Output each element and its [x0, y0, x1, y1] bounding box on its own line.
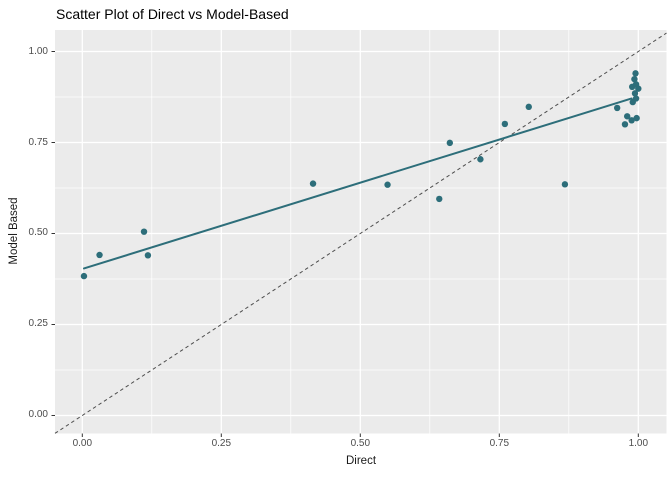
data-point — [628, 83, 636, 91]
plot-title: Scatter Plot of Direct vs Model-Based — [56, 6, 289, 22]
data-point — [525, 103, 532, 111]
identity-dashed-line — [54, 32, 667, 434]
data-point — [635, 85, 642, 92]
data-point — [501, 120, 509, 128]
x-tick-label: 0.25 — [211, 438, 232, 449]
data-point — [629, 98, 636, 106]
data-point — [477, 156, 484, 163]
data-point — [613, 104, 621, 112]
data-point — [384, 181, 391, 188]
x-tick-label: 0.75 — [489, 438, 510, 449]
data-point — [628, 117, 635, 124]
x-tick-label: 1.00 — [628, 438, 649, 449]
data-point — [309, 180, 317, 187]
y-tick-label: 0.25 — [28, 318, 48, 330]
data-point — [633, 114, 640, 122]
y-tick-label: 0.00 — [28, 409, 48, 421]
data-point — [631, 90, 639, 97]
data-point — [80, 272, 88, 280]
x-tick-label: 0.50 — [350, 438, 371, 449]
x-tick-label: 0.00 — [72, 438, 93, 449]
data-point — [96, 251, 103, 259]
y-tick-label: 0.50 — [28, 227, 48, 239]
data-point — [621, 121, 629, 128]
data-point — [436, 195, 443, 203]
data-point — [144, 252, 152, 259]
data-point — [632, 70, 639, 77]
trend-line — [82, 97, 633, 270]
data-point — [631, 75, 638, 83]
data-point — [140, 228, 148, 235]
data-point — [561, 181, 569, 188]
x-axis-title: Direct — [345, 455, 377, 467]
y-tick-label: 0.75 — [28, 136, 48, 148]
data-point — [623, 113, 631, 120]
data-point — [446, 139, 454, 147]
y-tick-label: 1.00 — [28, 45, 48, 57]
